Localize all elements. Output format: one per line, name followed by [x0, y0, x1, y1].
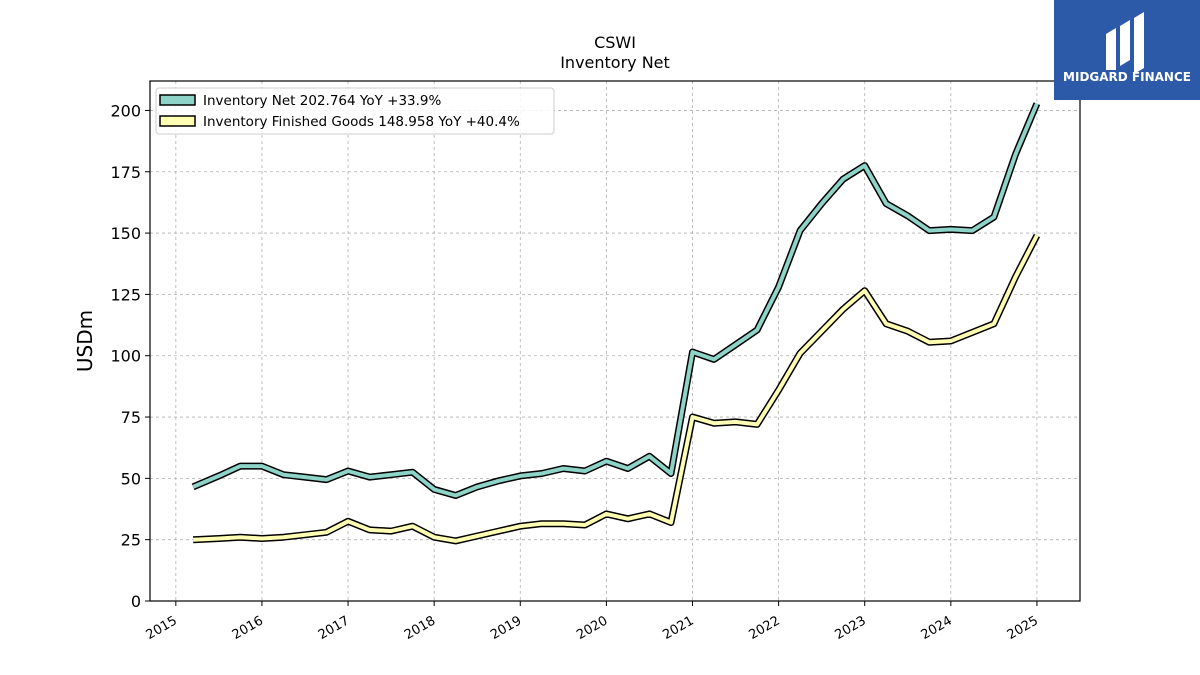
- y-tick-label: 200: [110, 101, 141, 120]
- y-tick-label: 50: [121, 469, 141, 488]
- plot-frame: [149, 80, 1081, 602]
- y-tick-label: 0: [131, 592, 141, 611]
- y-tick-label: 100: [110, 347, 141, 366]
- legend-label-net: Inventory Net 202.764 YoY +33.9%: [203, 93, 441, 109]
- x-tick-label: 2022: [746, 613, 782, 643]
- logo-text: MIDGARD FINANCE: [1063, 70, 1191, 84]
- x-tick-label: 2021: [660, 613, 696, 643]
- y-tick-label: 75: [121, 408, 141, 427]
- series-line-finished-goods-outline: [192, 233, 1041, 545]
- x-tick-label: 2019: [488, 613, 524, 643]
- x-tick-label: 2024: [919, 613, 955, 643]
- y-axis-label: USDm: [73, 310, 97, 372]
- series-line-inventory-net: [192, 102, 1039, 498]
- midgard-finance-logo: MIDGARD FINANCE: [1054, 0, 1200, 100]
- x-tick-label: 2017: [316, 613, 352, 643]
- series-line-inventory-net-outline: [191, 102, 1041, 499]
- x-tick-label: 2025: [1005, 613, 1041, 643]
- x-tick-label: 2023: [833, 613, 869, 643]
- x-tick-label: 2015: [144, 613, 180, 643]
- logo-mark-icon: [1106, 12, 1144, 74]
- legend: Inventory Net 202.764 YoY +33.9% Invento…: [155, 87, 555, 135]
- y-tick-label: 150: [110, 224, 141, 243]
- series-layer: [191, 102, 1041, 545]
- y-tick-label: 125: [110, 285, 141, 304]
- series-line-finished-goods: [193, 234, 1039, 543]
- y-tick-label: 175: [110, 163, 141, 182]
- x-tick-label: 2018: [402, 613, 438, 643]
- grid-layer: [150, 81, 1080, 602]
- legend-swatch-finished: [159, 115, 196, 127]
- tick-layer: 0 25 50 75 100 125 150 175 200 2015 2016 2017 2018 20…: [110, 101, 1040, 643]
- x-tick-label: 2016: [230, 613, 266, 643]
- legend-label-finished: Inventory Finished Goods 148.958 YoY +40…: [203, 114, 520, 130]
- legend-frame: [155, 87, 555, 135]
- legend-swatch-net: [159, 94, 196, 106]
- x-tick-label: 2020: [574, 613, 610, 643]
- y-tick-label: 25: [121, 531, 141, 550]
- chart-subtitle: Inventory Net: [560, 53, 670, 72]
- chart-title: CSWI: [594, 33, 636, 52]
